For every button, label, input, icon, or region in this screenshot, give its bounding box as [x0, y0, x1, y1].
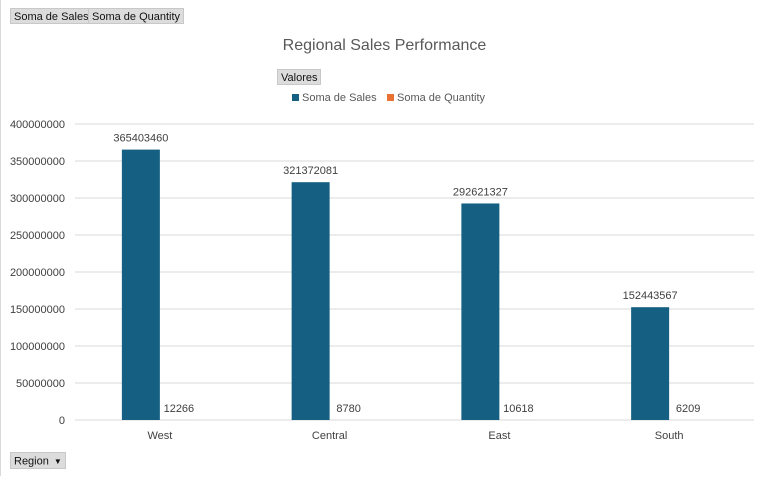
y-tick-label: 350000000 — [10, 156, 65, 168]
y-tick-label: 250000000 — [10, 230, 65, 242]
x-tick-label: South — [655, 430, 684, 442]
y-tick-label: 300000000 — [10, 193, 65, 205]
x-tick-label: Central — [312, 430, 347, 442]
values-field-button[interactable]: Valores — [277, 69, 322, 85]
y-tick-label: 150000000 — [10, 304, 65, 316]
legend-swatch — [387, 94, 394, 101]
x-tick-label: West — [147, 430, 172, 442]
region-field-button[interactable]: Region ▼ — [10, 452, 66, 469]
sales-field-button[interactable]: Soma de Sales — [10, 8, 93, 24]
y-tick-label: 0 — [59, 415, 65, 427]
data-label: 152443567 — [623, 290, 678, 302]
data-label: 12266 — [164, 403, 195, 415]
dropdown-arrow-icon: ▼ — [53, 457, 62, 466]
data-label: 321372081 — [283, 165, 338, 177]
y-tick-label: 50000000 — [16, 378, 65, 390]
legend-label: Soma de Sales — [302, 92, 377, 104]
data-label: 365403460 — [113, 133, 168, 145]
data-label: 6209 — [676, 403, 700, 415]
quantity-field-button[interactable]: Soma de Quantity — [88, 8, 185, 24]
y-tick-label: 400000000 — [10, 119, 65, 131]
bar-sales — [461, 203, 500, 420]
bar-sales — [631, 307, 670, 420]
bar-sales — [291, 182, 330, 420]
bar-sales — [121, 149, 160, 420]
region-field-label: Region — [14, 455, 49, 468]
legend-swatch — [292, 94, 299, 101]
x-tick-label: East — [488, 430, 510, 442]
data-label: 8780 — [336, 403, 360, 415]
y-tick-label: 200000000 — [10, 267, 65, 279]
chart-title: Regional Sales Performance — [282, 37, 487, 54]
legend-label: Soma de Quantity — [397, 92, 486, 104]
data-label: 10618 — [503, 403, 534, 415]
data-label: 292621327 — [453, 186, 508, 198]
y-tick-label: 100000000 — [10, 341, 65, 353]
